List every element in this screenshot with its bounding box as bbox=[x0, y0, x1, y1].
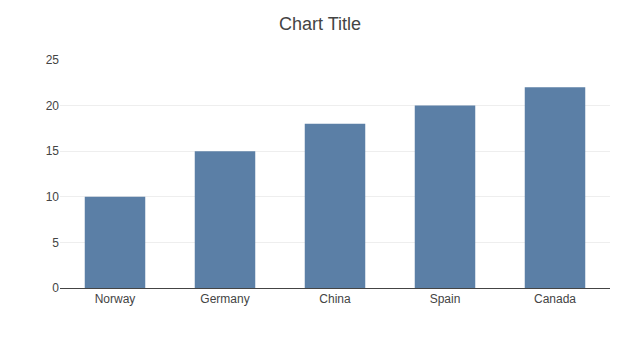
svg-text:10: 10 bbox=[46, 190, 60, 204]
svg-text:Spain: Spain bbox=[430, 292, 461, 306]
svg-text:0: 0 bbox=[52, 281, 59, 295]
svg-text:15: 15 bbox=[46, 144, 60, 158]
svg-text:20: 20 bbox=[46, 99, 60, 113]
svg-text:China: China bbox=[319, 292, 351, 306]
svg-text:Norway: Norway bbox=[95, 292, 136, 306]
svg-text:25: 25 bbox=[46, 53, 60, 67]
svg-text:Chart Title: Chart Title bbox=[279, 14, 361, 34]
svg-text:5: 5 bbox=[52, 236, 59, 250]
svg-text:Canada: Canada bbox=[534, 292, 576, 306]
svg-text:Germany: Germany bbox=[200, 292, 249, 306]
